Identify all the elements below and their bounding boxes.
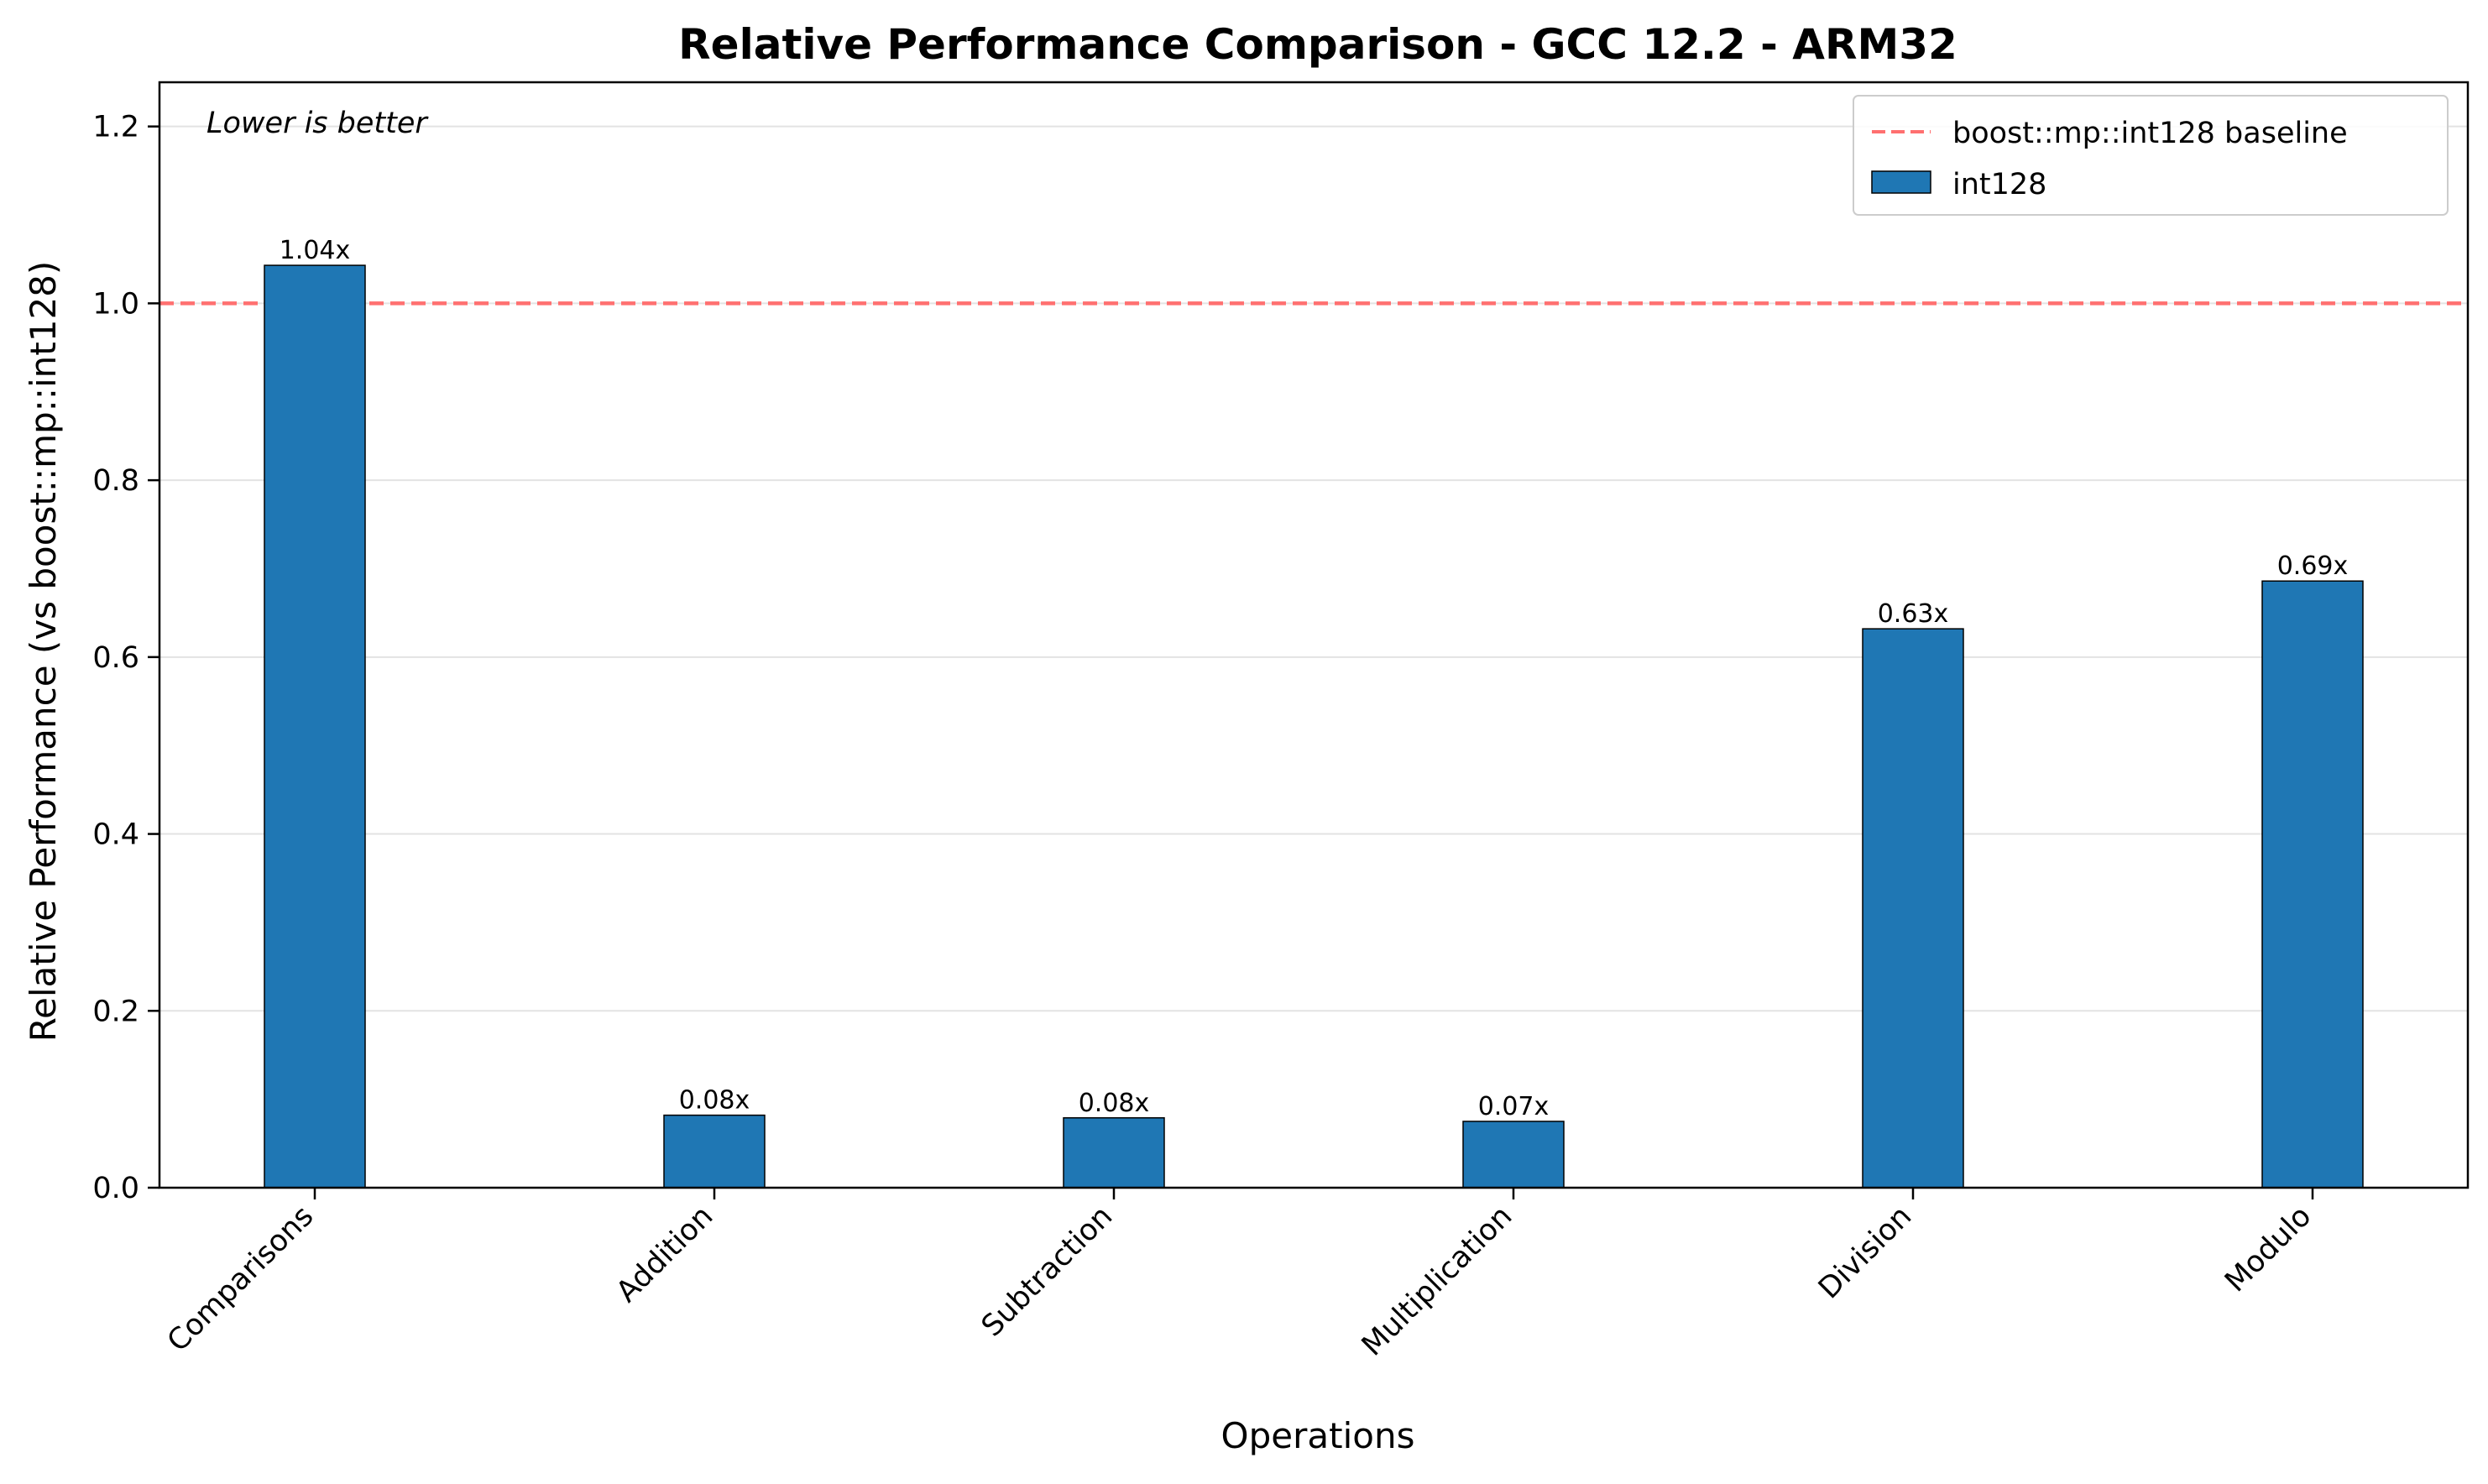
- bar-subtraction: [1063, 1117, 1165, 1189]
- bars: [264, 264, 2364, 1189]
- bar-comparisons: [264, 264, 366, 1189]
- y-tick-label: 0.6: [92, 641, 139, 675]
- x-axis: Comparisons Addition Subtraction Multiplica…: [161, 1188, 2318, 1363]
- x-axis-label: Operations: [1221, 1415, 1415, 1456]
- bar-value-label: 0.08x: [679, 1086, 750, 1116]
- legend-frame: [1853, 95, 2449, 216]
- y-axis-label: Relative Performance (vs boost::mp::int1…: [23, 261, 64, 1042]
- y-tick-label: 0.0: [92, 1172, 139, 1205]
- x-tick-label: Modulo: [2219, 1199, 2318, 1298]
- y-tick-label: 0.2: [92, 995, 139, 1028]
- bar-addition: [663, 1114, 766, 1189]
- bar-division: [1862, 628, 1964, 1189]
- y-tick-label: 1.2: [92, 111, 139, 144]
- y-tick-label: 0.8: [92, 464, 139, 498]
- bar-multiplication: [1462, 1121, 1565, 1189]
- legend-int128-label: int128: [1952, 168, 2046, 201]
- legend-baseline-label: boost::mp::int128 baseline: [1952, 117, 2348, 150]
- bar-labels: 1.04x 0.08x 0.08x 0.07x 0.63x 0.69x: [280, 236, 2349, 1121]
- legend-int128-swatch: [1871, 170, 1931, 194]
- bar-modulo: [2261, 580, 2364, 1189]
- x-tick-label: Comparisons: [161, 1199, 320, 1358]
- bar-value-label: 1.04x: [280, 236, 351, 265]
- chart-title: Relative Performance Comparison - GCC 12…: [678, 20, 1957, 69]
- bar-value-label: 0.69x: [2277, 551, 2349, 581]
- bar-value-label: 0.07x: [1478, 1092, 1550, 1121]
- lower-is-better-note: Lower is better: [206, 107, 429, 140]
- x-tick-label: Subtraction: [975, 1199, 1119, 1343]
- bar-value-label: 0.63x: [1878, 599, 1949, 629]
- grid-lines: [159, 125, 2468, 1189]
- x-tick-label: Division: [1812, 1199, 1918, 1305]
- plot-frame: [158, 81, 2470, 1189]
- bar-value-label: 0.08x: [1079, 1089, 1150, 1118]
- y-tick-label: 1.0: [92, 287, 139, 321]
- x-tick-label: Multiplication: [1356, 1199, 1518, 1362]
- y-tick-label: 0.4: [92, 818, 139, 852]
- legend: boost::mp::int128 baseline int128: [1853, 95, 2449, 216]
- y-axis: 0.0 0.2 0.4 0.6 0.8 1.0 1.2: [92, 111, 159, 1205]
- x-tick-label: Addition: [610, 1199, 719, 1309]
